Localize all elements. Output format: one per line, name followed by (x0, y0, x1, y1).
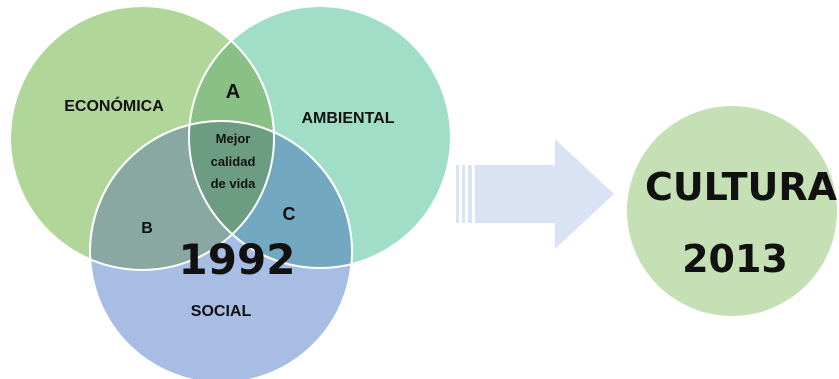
arrow-stripe-3 (468, 165, 472, 223)
arrow-stripe-2 (462, 165, 465, 223)
label-intersection-a: A (226, 81, 240, 103)
transition-arrow (456, 139, 614, 249)
arrow-stripe-1 (456, 165, 459, 223)
venn-diagram: ECONÓMICA AMBIENTAL SOCIAL A B C Mejor c… (9, 5, 452, 379)
circle-social-outline (89, 120, 353, 379)
label-cultura: CULTURA (645, 165, 838, 209)
arrow-body (475, 139, 614, 249)
year-1992: 1992 (179, 235, 296, 284)
label-intersection-c: C (283, 204, 296, 224)
culture-group: CULTURA 2013 (627, 106, 838, 316)
label-economica: ECONÓMICA (64, 96, 164, 115)
circle-cultura (627, 106, 837, 316)
center-line-2: calidad (211, 154, 256, 169)
center-line-3: de vida (211, 176, 257, 191)
label-social: SOCIAL (191, 303, 252, 320)
circle-ambiental-outline (188, 5, 452, 269)
center-line-1: Mejor (216, 131, 251, 146)
overlap-eco-amb (189, 6, 274, 268)
label-intersection-b: B (141, 220, 153, 237)
label-ambiental: AMBIENTAL (301, 110, 394, 127)
circle-economica-outline (9, 5, 275, 271)
label-cultura-year: 2013 (682, 237, 788, 281)
